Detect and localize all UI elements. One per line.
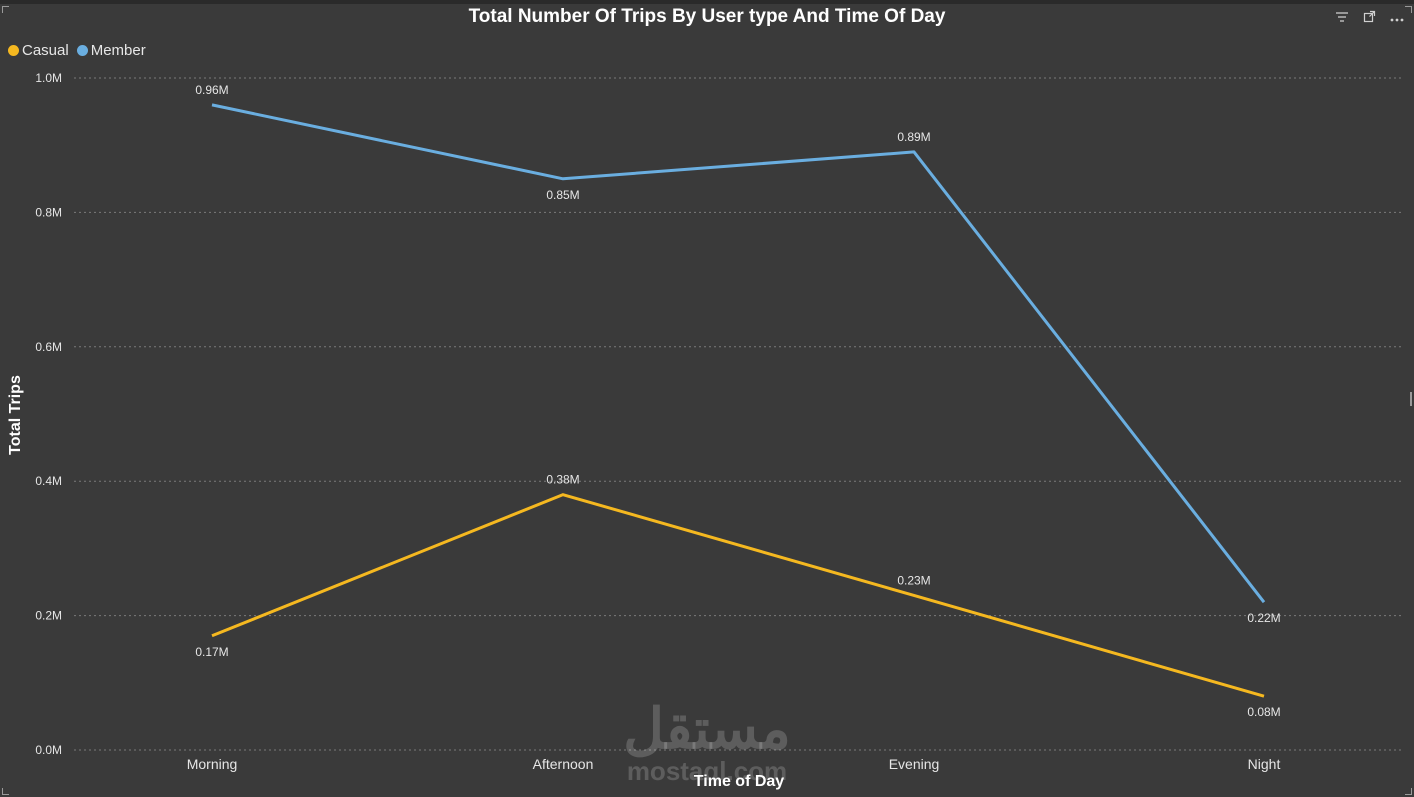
x-tick-label: Evening xyxy=(889,756,940,772)
x-tick-label: Morning xyxy=(187,756,238,772)
y-tick-label: 0.2M xyxy=(35,609,62,623)
data-label: 0.96M xyxy=(195,83,228,97)
corner-top-right xyxy=(1405,6,1412,13)
corner-bottom-right xyxy=(1405,788,1412,795)
legend: Casual Member xyxy=(8,42,146,59)
resize-handle[interactable] xyxy=(1410,392,1412,406)
visual-header-icons xyxy=(1335,10,1404,26)
x-tick-label: Night xyxy=(1248,756,1281,772)
legend-item-member[interactable]: Member xyxy=(76,42,146,59)
series-line-casual xyxy=(211,493,1265,698)
corner-bottom-left xyxy=(2,788,9,795)
x-tick-label: Afternoon xyxy=(533,756,594,772)
focus-mode-icon[interactable] xyxy=(1363,10,1376,26)
data-label: 0.17M xyxy=(195,645,228,659)
y-tick-label: 0.0M xyxy=(35,743,62,757)
legend-swatch-casual xyxy=(8,45,19,56)
legend-swatch-member xyxy=(76,45,88,56)
more-options-icon[interactable] xyxy=(1390,11,1404,25)
legend-item-casual[interactable]: Casual xyxy=(8,42,69,59)
chart-title: Total Number Of Trips By User type And T… xyxy=(468,6,946,27)
legend-label-member: Member xyxy=(90,42,146,59)
x-axis-title: Time of Day xyxy=(693,773,785,790)
data-label: 0.89M xyxy=(897,130,930,144)
series-line-member xyxy=(211,103,1266,604)
y-tick-label: 0.4M xyxy=(35,474,62,488)
y-tick-label: 1.0M xyxy=(35,71,62,85)
data-label: 0.23M xyxy=(897,573,930,587)
y-tick-label: 0.8M xyxy=(35,205,62,219)
data-label: 0.38M xyxy=(546,473,579,487)
corner-top-left xyxy=(2,6,9,13)
legend-label-casual: Casual xyxy=(22,42,69,59)
data-label: 0.22M xyxy=(1247,611,1280,625)
filter-icon[interactable] xyxy=(1335,11,1349,26)
y-tick-label: 0.6M xyxy=(35,340,62,354)
data-label: 0.08M xyxy=(1247,705,1280,719)
data-label: 0.85M xyxy=(546,188,579,202)
